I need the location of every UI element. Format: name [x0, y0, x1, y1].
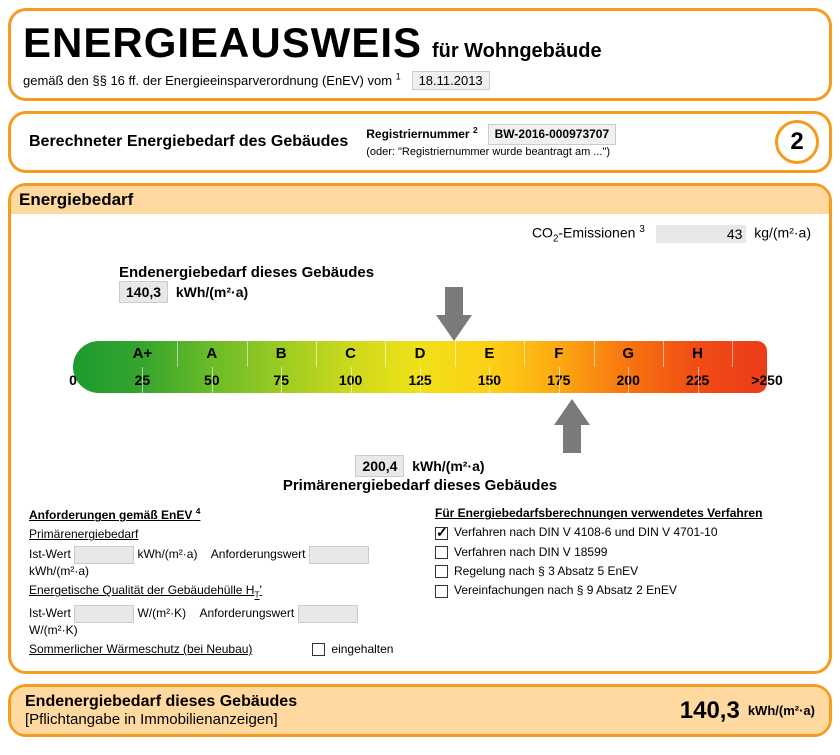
verfahren-label: Verfahren nach DIN V 4108-6 und DIN V 47… — [454, 525, 718, 539]
main-title: ENERGIEAUSWEIS — [23, 19, 422, 66]
scale-class-B: B — [247, 341, 316, 367]
energiebedarf-title: Energiebedarf — [11, 186, 829, 214]
co2-label-prefix: CO — [532, 225, 553, 241]
verfahren-label: Regelung nach § 3 Absatz 5 EnEV — [454, 564, 638, 578]
subtitle: für Wohngebäude — [432, 40, 602, 62]
reg-sup: 2 — [473, 125, 478, 135]
verfahren-item: Vereinfachungen nach § 9 Absatz 2 EnEV — [435, 583, 811, 597]
scale-number-row: 0255075100125150175200225>250 — [73, 367, 767, 393]
eingehalten-label: eingehalten — [331, 642, 393, 656]
verfahren-checkbox[interactable] — [435, 565, 448, 578]
verfahren-label: Vereinfachungen nach § 9 Absatz 2 EnEV — [454, 583, 677, 597]
verfahren-item: Verfahren nach DIN V 4108-6 und DIN V 47… — [435, 525, 811, 539]
anforderung-row: Primärenergiebedarf — [29, 527, 405, 541]
arrow-top-zone — [73, 309, 767, 341]
anforderung-row: Energetische Qualität der Gebäudehülle H… — [29, 583, 405, 599]
verfahren-checkbox[interactable] — [435, 527, 448, 540]
footer-panel: Endenergiebedarf dieses Gebäudes [Pflich… — [8, 684, 832, 737]
ist-wert-field[interactable] — [74, 546, 134, 564]
verfahren-item: Verfahren nach DIN V 18599 — [435, 545, 811, 559]
energy-scale: A+ABCDEFGH 0255075100125150175200225>250 — [73, 341, 767, 399]
anforderungswert-field[interactable] — [298, 605, 358, 623]
scale-class-C: C — [316, 341, 385, 367]
enev-date: 18.11.2013 — [412, 71, 490, 90]
primaer-block: 200,4 kWh/(m²·a) Primärenergiebedarf die… — [29, 455, 811, 494]
enev-prefix: gemäß den §§ 16 ff. der Energieeinsparve… — [23, 73, 392, 88]
endenergie-label: Endenergiebedarf dieses Gebäudes — [119, 264, 811, 281]
arrow-up-icon — [554, 399, 590, 425]
scale-class-E: E — [455, 341, 524, 367]
co2-unit: kg/(m²·a) — [754, 225, 811, 241]
verfahren-label: Verfahren nach DIN V 18599 — [454, 545, 607, 559]
enev-sup: 1 — [396, 72, 401, 82]
anforderung-label: Primärenergiebedarf — [29, 527, 138, 541]
footer-line2: [Pflichtangabe in Immobilienanzeigen] — [25, 711, 680, 728]
section-bar-row: Berechneter Energiebedarf des Gebäudes R… — [21, 120, 819, 164]
registration-line: Registriernummer 2 BW-2016-000973707 — [366, 124, 765, 145]
scale-class-G: G — [594, 341, 663, 367]
scale-class-A+: A+ — [108, 341, 177, 367]
endenergie-block: Endenergiebedarf dieses Gebäudes 140,3 k… — [119, 264, 811, 303]
requirements-row: Anforderungen gemäß EnEV 4 Primärenergie… — [29, 506, 811, 661]
endenergie-value: 140,3 — [119, 281, 168, 303]
scale-class-H: H — [663, 341, 732, 367]
sommerlicher-checkbox[interactable] — [312, 643, 325, 656]
primaer-label: Primärenergiebedarf dieses Gebäudes — [29, 477, 811, 494]
subtitle-line: gemäß den §§ 16 ff. der Energieeinsparve… — [23, 71, 817, 90]
scale-class-A: A — [177, 341, 246, 367]
primaer-value-row: 200,4 kWh/(m²·a) — [29, 455, 811, 477]
anforderung-row: Ist-Wert W/(m²·K) Anforderungswert W/(m²… — [29, 605, 405, 637]
reg-value: BW-2016-000973707 — [488, 124, 617, 145]
anforderungen-title-text: Anforderungen gemäß EnEV — [29, 508, 192, 522]
scale-class-row: A+ABCDEFGH — [73, 341, 767, 367]
section-bar: Berechneter Energiebedarf des Gebäudes R… — [8, 111, 832, 173]
endenergie-value-row: 140,3 kWh/(m²·a) — [119, 281, 811, 303]
ist-wert-field[interactable] — [74, 605, 134, 623]
verfahren-title: Für Energiebedarfsberechnungen verwendet… — [435, 506, 811, 520]
anforderung-row: Sommerlicher Wärmeschutz (bei Neubau) ein… — [29, 642, 405, 656]
reg-note: (oder: "Registriernummer wurde beantragt… — [366, 145, 765, 160]
co2-row: CO2-Emissionen 3 43 kg/(m²·a) — [29, 224, 811, 244]
scale-tick-0: 0 — [38, 367, 107, 393]
footer-line1: Endenergiebedarf dieses Gebäudes — [25, 693, 680, 711]
anforderungen-title: Anforderungen gemäß EnEV 4 — [29, 506, 405, 522]
anforderungswert-field[interactable] — [309, 546, 369, 564]
arrow-bottom-zone — [73, 399, 767, 451]
reg-label: Registriernummer — [366, 127, 469, 141]
section-title: Berechneter Energiebedarf des Gebäudes — [21, 129, 356, 155]
verfahren-col: Für Energiebedarfsberechnungen verwendet… — [435, 506, 811, 661]
anforderung-label: Sommerlicher Wärmeschutz (bei Neubau) — [29, 642, 252, 656]
co2-sup: 3 — [639, 224, 644, 235]
page-number-circle: 2 — [775, 120, 819, 164]
anforderungen-title-sup: 4 — [196, 506, 201, 516]
primaer-value: 200,4 — [355, 455, 404, 477]
anforderungen-col: Anforderungen gemäß EnEV 4 Primärenergie… — [29, 506, 405, 661]
verfahren-item: Regelung nach § 3 Absatz 5 EnEV — [435, 564, 811, 578]
scale-class-F: F — [524, 341, 593, 367]
primaer-unit: kWh/(m²·a) — [412, 458, 484, 474]
energiebedarf-panel: Energiebedarf CO2-Emissionen 3 43 kg/(m²… — [8, 183, 832, 674]
registration-block: Registriernummer 2 BW-2016-000973707 (od… — [366, 124, 765, 160]
co2-label-suffix: -Emissionen — [558, 225, 635, 241]
title-row: ENERGIEAUSWEIS für Wohngebäude — [23, 19, 817, 67]
anforderung-row: Ist-Wert kWh/(m²·a) Anforderungswert kWh… — [29, 546, 405, 578]
footer-bar: Endenergiebedarf dieses Gebäudes [Pflich… — [11, 687, 829, 734]
footer-text-col: Endenergiebedarf dieses Gebäudes [Pflich… — [25, 693, 680, 728]
footer-value: 140,3 — [680, 697, 740, 725]
endenergie-unit: kWh/(m²·a) — [176, 284, 248, 300]
scale-class-D: D — [385, 341, 454, 367]
header-panel: ENERGIEAUSWEIS für Wohngebäude gemäß den… — [8, 8, 832, 101]
verfahren-checkbox[interactable] — [435, 585, 448, 598]
co2-value: 43 — [656, 225, 746, 243]
verfahren-checkbox[interactable] — [435, 546, 448, 559]
anforderung-label: Energetische Qualität der Gebäudehülle H — [29, 583, 254, 597]
arrow-down-icon — [436, 315, 472, 341]
footer-unit: kWh/(m²·a) — [748, 703, 815, 718]
